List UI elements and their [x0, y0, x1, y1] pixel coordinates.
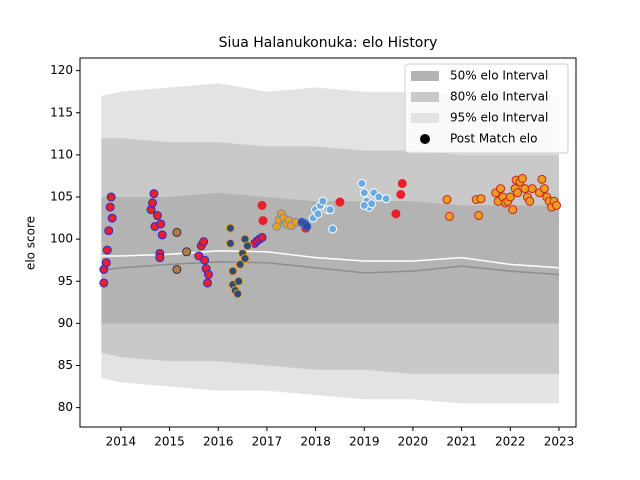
match-point: [172, 264, 182, 274]
chart-title: Siua Halanukonuka: elo History: [219, 35, 438, 51]
match-point: [335, 197, 345, 207]
match-point: [105, 202, 115, 212]
match-point: [204, 270, 214, 280]
legend-box: [404, 63, 569, 154]
legend-label: 50% elo Interval: [450, 69, 548, 83]
match-point: [325, 205, 335, 215]
y-tick-label: 85: [58, 358, 73, 372]
match-point: [235, 259, 245, 269]
match-point: [228, 266, 238, 276]
x-tick-label: 2020: [398, 435, 429, 449]
legend-label: 95% elo Interval: [450, 111, 548, 125]
x-tick-label: 2018: [300, 435, 331, 449]
match-point: [359, 188, 369, 198]
match-point: [258, 216, 268, 226]
y-tick-label: 105: [50, 190, 73, 204]
match-point: [157, 230, 167, 240]
x-tick-label: 2021: [446, 435, 477, 449]
match-point: [225, 238, 235, 248]
match-point: [474, 211, 484, 221]
match-point: [444, 211, 454, 221]
match-point: [104, 226, 114, 236]
match-point: [525, 196, 535, 206]
match-point: [240, 254, 250, 264]
match-point: [234, 276, 244, 286]
legend-label: 80% elo Interval: [450, 90, 548, 104]
x-tick-label: 2015: [154, 435, 185, 449]
match-point: [476, 194, 486, 204]
legend: 50% elo Interval 80% elo Interval 95% elo …: [404, 63, 569, 154]
match-point: [148, 198, 158, 208]
match-point: [374, 192, 384, 202]
match-point: [199, 237, 209, 247]
match-point: [552, 200, 562, 210]
y-tick-label: 100: [50, 232, 73, 246]
y-tick-label: 80: [58, 400, 73, 414]
match-point: [527, 184, 537, 194]
match-point: [396, 189, 406, 199]
match-point: [99, 278, 109, 288]
match-point: [149, 189, 159, 199]
legend-label: Post Match elo: [450, 132, 537, 146]
x-tick-label: 2019: [349, 435, 380, 449]
x-tick-label: 2022: [495, 435, 526, 449]
match-point: [155, 253, 165, 263]
x-tick-label: 2017: [252, 435, 283, 449]
legend-swatch: [411, 92, 439, 102]
match-point: [520, 184, 530, 194]
match-point: [106, 192, 116, 202]
match-point: [302, 221, 312, 231]
match-point: [496, 184, 506, 194]
legend-swatch: [411, 71, 439, 81]
match-point: [257, 232, 267, 242]
match-point: [537, 174, 547, 184]
y-axis-label: elo score: [24, 216, 38, 270]
match-point: [442, 195, 452, 205]
match-point: [203, 278, 213, 288]
match-point: [200, 255, 210, 265]
match-point: [172, 227, 182, 237]
match-point: [313, 209, 323, 219]
x-tick-label: 2023: [544, 435, 575, 449]
match-point: [152, 211, 162, 221]
y-tick-label: 90: [58, 316, 73, 330]
match-point: [328, 224, 338, 234]
y-tick-label: 120: [50, 63, 73, 77]
match-point: [357, 179, 367, 189]
legend-marker: [420, 134, 430, 144]
match-point: [233, 289, 243, 299]
match-point: [102, 245, 112, 255]
match-point: [225, 223, 235, 233]
match-point: [517, 173, 527, 183]
match-point: [182, 247, 192, 257]
match-point: [508, 205, 518, 215]
match-point: [101, 258, 111, 268]
y-tick-label: 95: [58, 274, 73, 288]
legend-swatch: [411, 113, 439, 123]
match-point: [513, 188, 523, 198]
match-point: [242, 241, 252, 251]
match-point: [359, 200, 369, 210]
match-point: [539, 184, 549, 194]
match-point: [391, 209, 401, 219]
match-point: [505, 192, 515, 202]
elo-line: [101, 261, 560, 276]
match-point: [397, 179, 407, 189]
match-point: [257, 200, 267, 210]
y-tick-label: 115: [50, 105, 73, 119]
match-point: [318, 196, 328, 206]
match-point: [107, 213, 117, 223]
plot-frame: [79, 57, 577, 428]
elo-line: [101, 250, 560, 269]
match-point: [381, 194, 391, 204]
y-tick-label: 110: [50, 147, 73, 161]
x-tick-label: 2016: [203, 435, 234, 449]
match-point: [156, 219, 166, 229]
match-point: [367, 199, 377, 209]
x-tick-label: 2014: [106, 435, 137, 449]
